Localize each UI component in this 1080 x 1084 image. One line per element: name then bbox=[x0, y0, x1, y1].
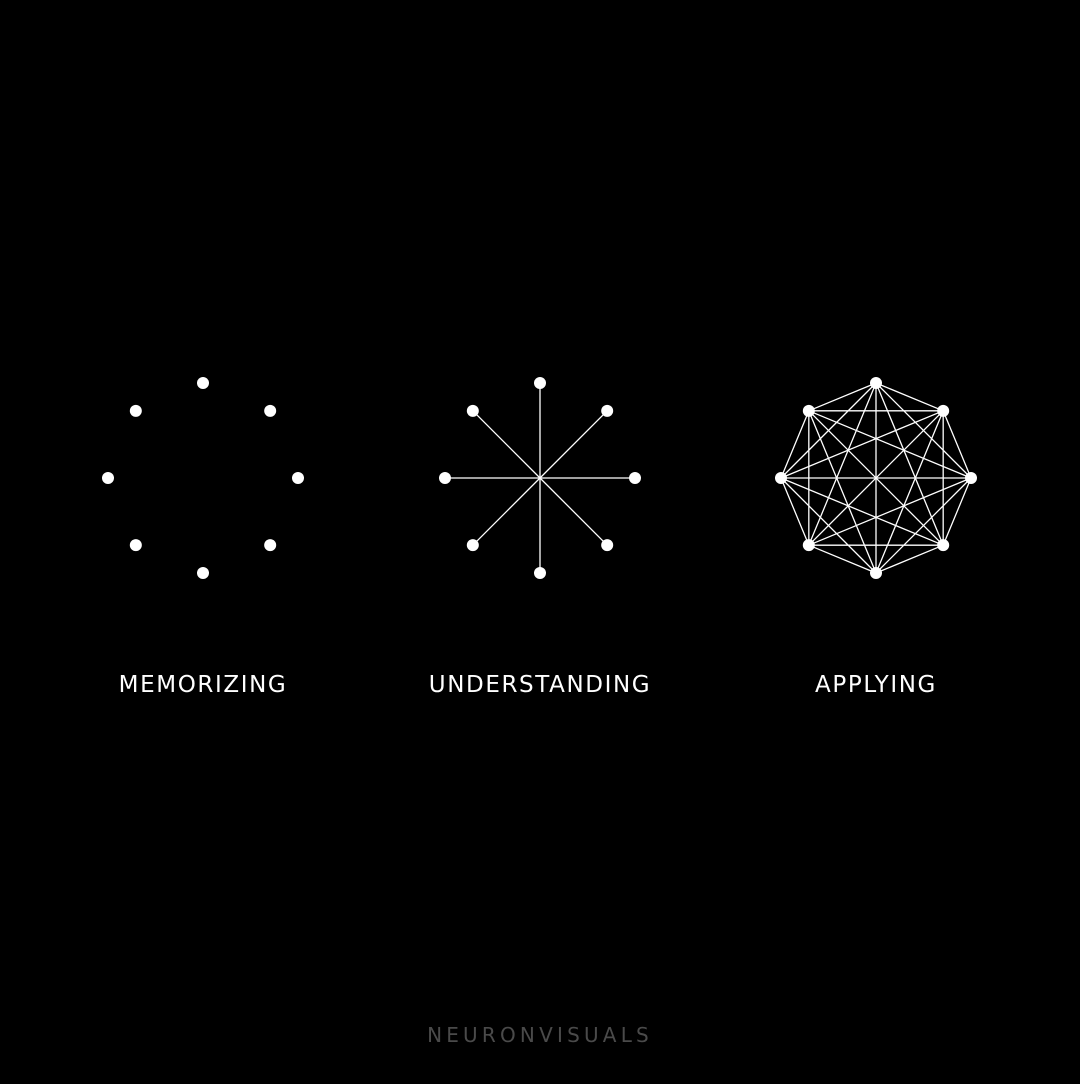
connection-line bbox=[875, 382, 944, 546]
network-node bbox=[870, 567, 882, 579]
network-node bbox=[264, 404, 277, 417]
connection-line bbox=[875, 544, 944, 574]
network-node bbox=[102, 472, 114, 484]
connection-line bbox=[780, 477, 944, 546]
network-node bbox=[870, 377, 882, 389]
memorizing-network bbox=[102, 377, 304, 579]
network-node bbox=[466, 539, 479, 552]
network-node bbox=[775, 472, 787, 484]
understanding-label: UNDERSTANDING bbox=[428, 672, 652, 698]
connection-line bbox=[942, 410, 972, 479]
network-node bbox=[601, 404, 614, 417]
network-node bbox=[937, 404, 950, 417]
connection-line bbox=[780, 410, 810, 479]
connection-line bbox=[808, 410, 944, 546]
network-node bbox=[937, 539, 950, 552]
network-node bbox=[601, 539, 614, 552]
applying-label: APPLYING bbox=[815, 672, 937, 698]
network-node bbox=[802, 404, 815, 417]
connection-line bbox=[808, 544, 877, 574]
memorizing-label: MEMORIZING bbox=[118, 672, 288, 698]
network-node bbox=[466, 404, 479, 417]
connection-line bbox=[875, 410, 944, 574]
network-node bbox=[197, 377, 209, 389]
connection-line bbox=[780, 477, 877, 574]
connection-line bbox=[875, 382, 944, 412]
understanding-network bbox=[439, 377, 641, 579]
network-node bbox=[439, 472, 451, 484]
network-node bbox=[534, 377, 546, 389]
network-node bbox=[965, 472, 977, 484]
connection-line bbox=[808, 477, 972, 546]
network-node bbox=[264, 539, 277, 552]
network-node bbox=[629, 472, 641, 484]
spoke-line bbox=[472, 410, 541, 479]
network-node bbox=[197, 567, 209, 579]
connection-line bbox=[942, 477, 972, 546]
connection-line bbox=[780, 410, 944, 479]
spoke-line bbox=[472, 477, 541, 546]
connection-line bbox=[808, 382, 877, 412]
connection-line bbox=[808, 382, 877, 546]
spoke-line bbox=[539, 477, 608, 546]
network-node bbox=[129, 539, 142, 552]
network-node bbox=[129, 404, 142, 417]
connection-line bbox=[808, 410, 877, 574]
connection-line bbox=[808, 410, 972, 479]
network-node bbox=[292, 472, 304, 484]
network-node bbox=[802, 539, 815, 552]
spoke-line bbox=[539, 410, 608, 479]
connection-line bbox=[780, 477, 810, 546]
network-node bbox=[534, 567, 546, 579]
brand-watermark: NEURONVISUALS bbox=[427, 1023, 653, 1047]
applying-network bbox=[775, 377, 977, 579]
